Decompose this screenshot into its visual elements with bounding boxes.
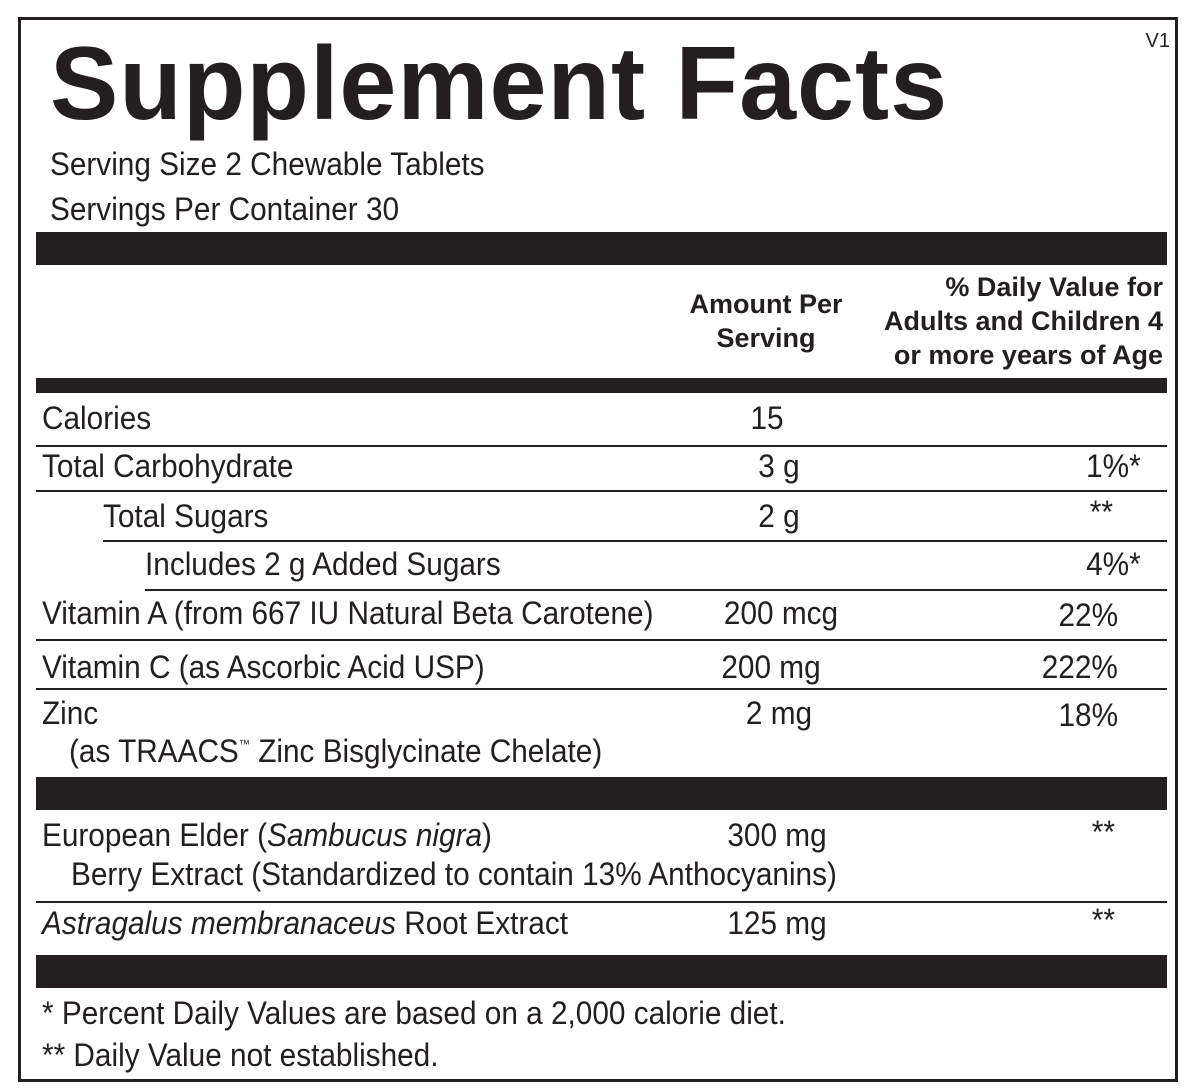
dv-header-line1: % Daily Value for [945,272,1163,302]
nutrient-name: Vitamin C (as Ascorbic Acid USP) [42,649,485,685]
row-divider [36,688,1167,690]
footnote-not-established: ** Daily Value not established. [42,1037,439,1073]
botanical-name: Astragalus membranaceus Root Extract [42,905,568,941]
servings-per-container: Servings Per Container 30 [50,191,400,227]
botanical-name-detail: Berry Extract (Standardized to contain 1… [71,856,837,892]
row-divider [145,589,1167,591]
dv-header-line2: Adults and Children 4 [883,306,1163,336]
thick-divider-top [36,232,1167,265]
nutrient-daily-value: 1%* [1086,448,1141,484]
row-divider [36,901,1167,903]
nutrient-amount: 15 [750,400,784,436]
row-divider [103,540,1167,542]
botanical-daily-value: ** [1091,902,1115,938]
nutrient-daily-value: 4%* [1086,546,1141,582]
nutrient-name: Calories [42,400,152,436]
row-divider [36,639,1167,641]
nutrient-daily-value: 22% [1058,597,1118,633]
botanical-amount: 300 mg [727,817,827,853]
dv-header-line3: or more years of Age [893,340,1163,370]
thick-divider-botanicals [36,777,1167,810]
nutrient-name: Vitamin A (from 667 IU Natural Beta Caro… [42,595,654,631]
daily-value-header: % Daily Value for Adults and Children 4 … [884,270,1163,372]
botanical-name: European Elder (Sambucus nigra) [42,817,492,853]
nutrient-amount: 3 g [758,448,800,484]
row-divider [36,445,1167,447]
botanical-daily-value: ** [1091,814,1115,850]
nutrient-amount: 200 mcg [723,595,839,631]
nutrient-amount: 200 mg [721,649,821,685]
thick-divider-header [36,378,1167,393]
nutrient-name: Total Sugars [103,498,269,534]
serving-size: Serving Size 2 Chewable Tablets [50,146,485,182]
thick-divider-footnotes [36,955,1167,988]
nutrient-name: Zinc [42,695,99,731]
nutrient-amount: 2 mg [745,695,813,731]
amount-per-serving-header: Amount Per Serving [661,287,871,355]
footnote-daily-values: * Percent Daily Values are based on a 2,… [42,995,786,1031]
nutrient-name: Includes 2 g Added Sugars [145,546,501,582]
trademark-symbol: ™ [238,737,250,751]
nutrient-amount: 2 g [758,498,800,534]
supplement-facts-panel: Supplement Facts V1 Serving Size 2 Chewa… [18,17,1178,1082]
amount-header-line2: Serving [716,323,816,353]
amount-header-line1: Amount Per [689,289,843,319]
nutrient-name-detail: (as TRAACS™ Zinc Bisglycinate Chelate) [69,733,603,769]
nutrient-name: Total Carbohydrate [42,448,294,484]
panel-title: Supplement Facts [50,26,949,142]
botanical-amount: 125 mg [727,905,827,941]
nutrient-daily-value: ** [1089,494,1113,530]
nutrient-daily-value: 18% [1058,697,1118,733]
row-divider [36,490,1167,492]
version-code: V1 [1145,30,1170,52]
nutrient-daily-value: 222% [1041,649,1118,685]
